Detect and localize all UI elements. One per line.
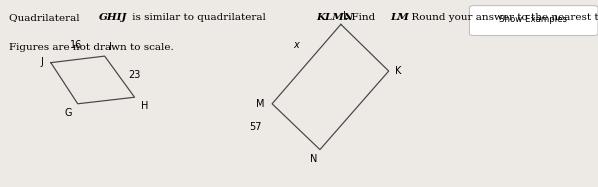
Text: J: J bbox=[41, 57, 44, 67]
Text: . Round your answer to the nearest tenth if necessary.: . Round your answer to the nearest tenth… bbox=[405, 13, 598, 22]
Text: Figures are not drawn to scale.: Figures are not drawn to scale. bbox=[9, 43, 174, 52]
Text: Quadrilateral: Quadrilateral bbox=[9, 13, 83, 22]
Text: G: G bbox=[64, 108, 72, 117]
Text: I: I bbox=[109, 42, 112, 52]
Text: LM: LM bbox=[390, 13, 409, 22]
Text: L: L bbox=[343, 11, 349, 21]
Text: M: M bbox=[257, 99, 265, 109]
FancyBboxPatch shape bbox=[469, 6, 598, 36]
Text: GHIJ: GHIJ bbox=[99, 13, 128, 22]
Text: 16: 16 bbox=[71, 41, 83, 50]
Text: 57: 57 bbox=[249, 122, 262, 132]
Text: Show Examples: Show Examples bbox=[499, 15, 568, 24]
Text: 23: 23 bbox=[129, 70, 141, 80]
Text: K: K bbox=[395, 66, 401, 76]
Text: . Find: . Find bbox=[345, 13, 379, 22]
Text: N: N bbox=[310, 154, 318, 164]
Text: KLMN: KLMN bbox=[316, 13, 353, 22]
Text: H: H bbox=[141, 101, 148, 111]
Text: is similar to quadrilateral: is similar to quadrilateral bbox=[129, 13, 269, 22]
Text: x: x bbox=[293, 40, 299, 50]
